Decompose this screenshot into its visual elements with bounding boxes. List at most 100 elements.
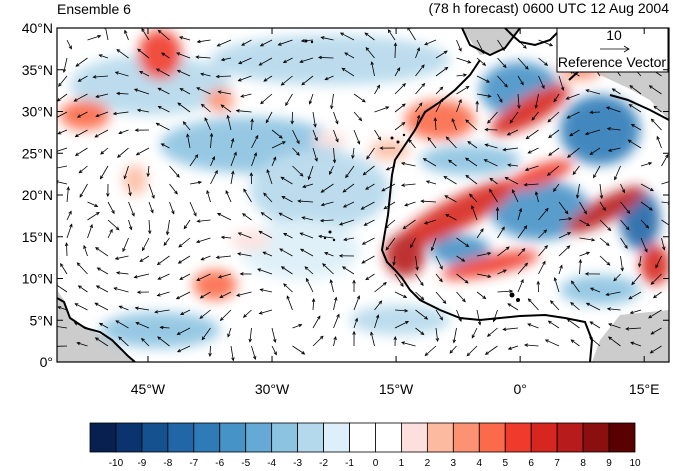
wind-vector <box>567 147 580 158</box>
wind-vector <box>476 57 487 66</box>
wind-vector <box>139 255 150 262</box>
wind-vector <box>342 201 355 208</box>
wind-vector <box>283 283 293 293</box>
wind-vector <box>157 87 170 95</box>
wind-vector <box>156 291 170 297</box>
wind-vector <box>320 183 334 193</box>
wind-vector <box>507 303 519 311</box>
wind-vector <box>307 165 314 181</box>
wind-vector <box>230 345 235 362</box>
wind-vector <box>206 189 211 203</box>
wind-vector <box>304 266 314 275</box>
wind-vector <box>258 230 273 239</box>
wind-vector <box>381 183 396 192</box>
wind-vector <box>240 93 252 98</box>
wind-vector <box>200 72 211 77</box>
wind-vector <box>465 119 478 131</box>
wind-vector <box>249 172 254 185</box>
wind-vector <box>220 57 232 62</box>
wind-vector <box>517 207 523 221</box>
wind-vector <box>420 199 437 203</box>
wind-vector <box>201 327 211 341</box>
wind-vector <box>579 219 591 227</box>
wind-vector <box>415 327 425 336</box>
wind-vector <box>465 174 478 185</box>
wind-vector <box>640 201 653 211</box>
wind-vector <box>95 285 109 293</box>
wind-vector <box>613 273 621 282</box>
wind-vector <box>292 165 304 177</box>
wind-vector <box>317 55 334 60</box>
wind-vector <box>353 317 359 329</box>
wind-vector <box>352 279 356 293</box>
wind-vector <box>292 147 300 156</box>
colorbar-swatch <box>426 422 454 453</box>
wind-vector <box>656 135 662 149</box>
wind-vector <box>620 219 630 231</box>
wind-vector <box>589 147 601 155</box>
wind-vector <box>139 71 150 77</box>
wind-vector <box>607 147 621 152</box>
wind-vector <box>333 129 339 143</box>
colorbar-swatch <box>478 422 506 453</box>
wind-vector <box>148 201 154 214</box>
wind-vector <box>370 331 375 347</box>
wind-vector <box>483 159 498 167</box>
wind-vector <box>608 323 621 329</box>
wind-vector <box>196 39 211 44</box>
colorbar-swatch <box>89 422 117 453</box>
wind-vector <box>250 118 254 131</box>
wind-vector <box>236 291 252 297</box>
wind-vector <box>507 345 519 350</box>
wind-vector <box>160 143 170 149</box>
wind-vector <box>128 183 132 197</box>
wind-vector <box>548 147 560 156</box>
wind-vector <box>456 57 472 64</box>
wind-vector <box>312 335 324 347</box>
wind-vector <box>341 67 355 77</box>
wind-vector <box>476 93 492 98</box>
wind-vector <box>329 165 334 176</box>
reference-vector-value: 10 <box>606 27 622 43</box>
wind-vector <box>599 219 612 232</box>
wind-vector <box>502 327 519 332</box>
wind-vector <box>94 337 109 347</box>
wind-vector <box>266 169 273 185</box>
wind-vector <box>606 127 621 131</box>
colorbar-swatch <box>297 422 324 453</box>
wind-vector <box>497 75 508 88</box>
wind-vector <box>585 302 601 311</box>
wind-vector <box>475 100 479 113</box>
wind-vector <box>95 111 109 118</box>
wind-vector <box>497 246 510 257</box>
reference-vector-label: Reference Vector <box>558 54 667 70</box>
wind-vector <box>297 199 314 203</box>
colorbar-label: 9 <box>606 458 612 469</box>
wind-vector <box>329 279 334 293</box>
wind-vector <box>424 39 437 46</box>
wind-vector <box>650 327 662 335</box>
wind-vector <box>176 345 191 353</box>
colorbar-label: 10 <box>629 458 641 469</box>
wind-vector <box>566 111 580 119</box>
colorbar-label: 4 <box>477 458 483 469</box>
wind-vector <box>148 183 155 200</box>
wind-vector <box>75 57 88 67</box>
wind-vector <box>415 291 425 301</box>
wind-vector <box>134 306 150 311</box>
wind-vector <box>361 237 375 245</box>
colorbar-swatch <box>271 422 299 453</box>
colorbar-label: 1 <box>399 458 405 469</box>
wind-vector <box>517 75 524 86</box>
wind-vector <box>593 165 601 179</box>
wind-vector <box>363 219 375 226</box>
wind-vector <box>292 323 303 329</box>
wind-vector <box>538 39 554 47</box>
wind-vector <box>614 165 621 181</box>
wind-vector <box>558 217 573 221</box>
lon-tick-label: 30°W <box>255 381 290 397</box>
wind-vector <box>251 345 257 361</box>
wind-vector <box>199 309 211 319</box>
wind-vector <box>599 183 604 200</box>
wind-vector <box>456 73 468 77</box>
